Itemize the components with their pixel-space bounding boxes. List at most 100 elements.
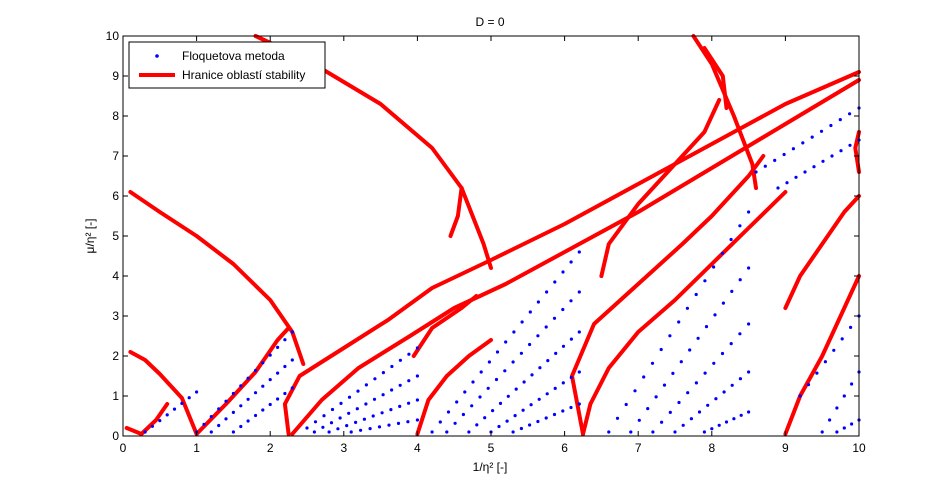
- floquet-point: [521, 408, 525, 412]
- stability-boundary-curve: [783, 274, 861, 436]
- floquet-point: [537, 397, 541, 401]
- floquet-point: [224, 399, 228, 403]
- floquet-point: [553, 280, 557, 284]
- floquet-point: [791, 147, 796, 151]
- floquet-point: [659, 347, 663, 352]
- x-tick-label: 7: [635, 441, 642, 455]
- floquet-point: [478, 395, 482, 399]
- floquet-point: [842, 426, 846, 430]
- floquet-point: [519, 351, 524, 355]
- floquet-point: [552, 412, 557, 417]
- y-tick-label: 6: [112, 189, 119, 203]
- floquet-point: [522, 380, 526, 384]
- floquet-point: [577, 402, 581, 406]
- floquet-point: [362, 417, 366, 421]
- floquet-point: [637, 418, 641, 422]
- floquet-point: [290, 358, 294, 362]
- floquet-point: [819, 129, 824, 133]
- floquet-point: [231, 430, 235, 434]
- floquet-point: [396, 421, 401, 425]
- floquet-point: [327, 430, 331, 434]
- floquet-point: [577, 290, 581, 294]
- stability-boundary-curve: [411, 294, 479, 358]
- floquet-point: [720, 351, 725, 356]
- floquet-point: [438, 420, 442, 424]
- floquet-point: [461, 412, 465, 417]
- floquet-point: [406, 420, 410, 424]
- floquet-point: [569, 375, 573, 380]
- x-tick-label: 8: [708, 441, 715, 455]
- floquet-point: [290, 386, 294, 390]
- floquet-point: [486, 386, 490, 390]
- floquet-point: [763, 164, 767, 168]
- y-tick-label: 2: [112, 349, 119, 363]
- floquet-point: [359, 428, 363, 432]
- floquet-point: [704, 325, 709, 329]
- floquet-point: [561, 270, 565, 274]
- floquet-point: [633, 389, 637, 393]
- floquet-point: [694, 381, 699, 385]
- floquet-point: [714, 397, 718, 401]
- floquet-point: [373, 377, 377, 381]
- floquet-point: [483, 416, 487, 420]
- floquet-point: [688, 348, 692, 352]
- x-tick-label: 9: [782, 441, 789, 455]
- floquet-point: [261, 361, 265, 365]
- floquet-point: [268, 402, 272, 407]
- floquet-point: [398, 383, 402, 387]
- floquet-point: [546, 359, 550, 363]
- floquet-point: [738, 332, 742, 336]
- floquet-point: [494, 377, 499, 382]
- floquet-point: [848, 112, 852, 116]
- floquet-point: [217, 423, 221, 428]
- floquet-point: [446, 410, 451, 414]
- floquet-point: [738, 278, 742, 282]
- floquet-point: [187, 396, 191, 400]
- floquet-point: [313, 420, 318, 424]
- floquet-point: [455, 400, 459, 404]
- floquet-point: [276, 397, 280, 401]
- floquet-point: [338, 416, 342, 420]
- floquet-point: [519, 426, 524, 431]
- floquet-point: [202, 422, 206, 426]
- floquet-point: [528, 342, 532, 347]
- y-tick-label: 9: [112, 69, 119, 83]
- floquet-point: [677, 400, 681, 405]
- floquet-point: [569, 260, 573, 264]
- floquet-point: [545, 392, 549, 396]
- stability-boundary-curve: [448, 186, 464, 238]
- legend-floquet-marker: [155, 54, 159, 58]
- floquet-point: [511, 360, 515, 364]
- floquet-point: [673, 430, 677, 434]
- floquet-point: [569, 337, 574, 341]
- floquet-point: [355, 407, 359, 411]
- stability-boundary-curve: [691, 34, 758, 190]
- floquet-point: [838, 118, 842, 122]
- floquet-point: [479, 370, 483, 374]
- floquet-point: [290, 330, 294, 334]
- floquet-point: [321, 425, 325, 429]
- stability-boundary-curve: [290, 78, 861, 436]
- floquet-point: [738, 224, 742, 228]
- floquet-point: [646, 407, 650, 411]
- floquet-point: [514, 387, 518, 391]
- floquet-point: [415, 398, 419, 402]
- floquet-point: [520, 320, 524, 324]
- floquet-point: [785, 181, 789, 185]
- stability-boundary-curve: [581, 190, 788, 436]
- floquet-point: [536, 300, 541, 304]
- floquet-point: [209, 415, 213, 419]
- floquet-point: [239, 384, 243, 388]
- floquet-point: [801, 141, 805, 145]
- floquet-point: [747, 410, 751, 414]
- floquet-point: [231, 391, 235, 396]
- floquet-point: [381, 371, 385, 375]
- floquet-point: [349, 430, 353, 434]
- floquet-point: [703, 371, 707, 375]
- floquet-point: [730, 289, 734, 293]
- floquet-point: [554, 351, 558, 355]
- stability-boundary-layer: [124, 34, 861, 436]
- floquet-point: [798, 394, 802, 398]
- floquet-point: [172, 407, 177, 411]
- floquet-point: [305, 426, 309, 430]
